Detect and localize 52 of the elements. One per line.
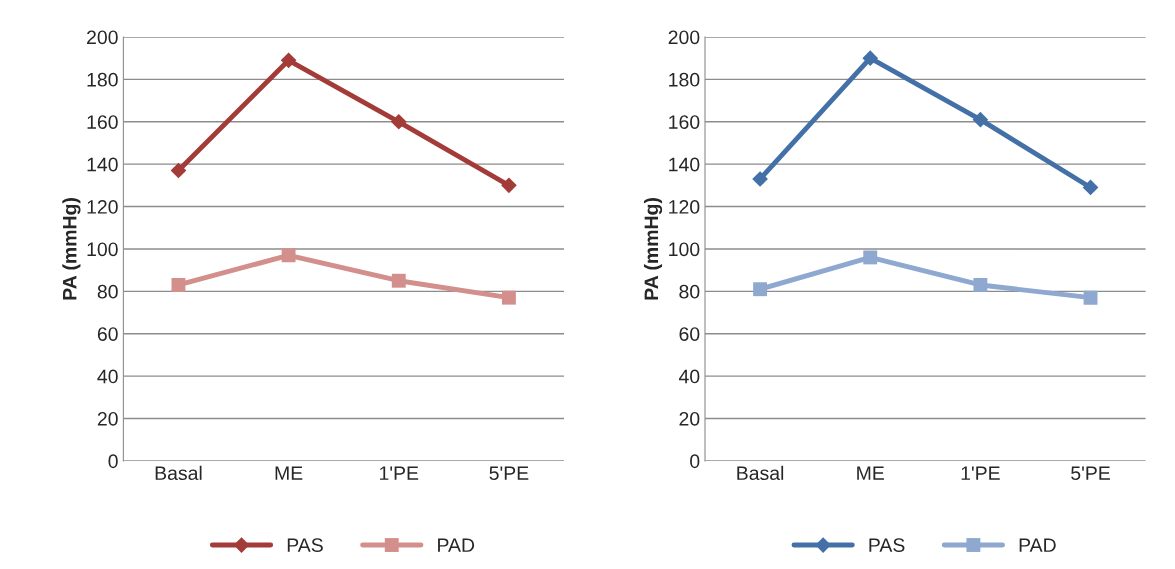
point <box>391 273 406 288</box>
legend-label: PAD <box>438 538 475 552</box>
legend-label: PAS <box>287 538 323 553</box>
y-tick-label: 100 <box>87 242 118 257</box>
y-tick-label: 180 <box>87 72 118 87</box>
y-axis-title: PA (mmHg) <box>643 198 663 300</box>
y-tick-label: 20 <box>97 411 118 426</box>
point <box>862 50 879 67</box>
y-tick-label: 40 <box>97 369 118 384</box>
y-tick-label: 200 <box>668 30 700 45</box>
x-tick-label: Basal <box>155 465 202 481</box>
point <box>501 290 516 305</box>
x-tick-label: ME <box>857 466 884 480</box>
y-tick-label: 160 <box>87 115 118 129</box>
point <box>1083 290 1098 305</box>
y-tick-label: 120 <box>87 200 118 214</box>
point <box>973 278 988 292</box>
point <box>972 111 989 128</box>
y-tick-label: 80 <box>679 284 700 299</box>
point <box>170 162 187 179</box>
y-tick-label: 0 <box>690 454 700 469</box>
x-tick-label: 1'PE <box>380 466 419 480</box>
y-tick-label: 120 <box>669 200 700 214</box>
point <box>1082 179 1099 196</box>
x-tick-label: 5'PE <box>1071 466 1110 481</box>
x-tick-label: Basal <box>737 465 784 481</box>
y-tick-label: 80 <box>97 284 118 299</box>
y-tick-label: 40 <box>678 369 700 384</box>
y-tick-label: 0 <box>108 454 118 469</box>
y-tick-label: 180 <box>669 72 700 87</box>
y-tick-label: 140 <box>87 157 118 172</box>
point <box>501 177 517 194</box>
y-tick-label: 60 <box>679 327 700 341</box>
legend-label: PAD <box>1019 538 1056 552</box>
x-tick-label: 5'PE <box>489 466 529 481</box>
x-tick-label: ME <box>275 466 303 480</box>
y-tick-label: 200 <box>87 30 118 45</box>
point <box>280 52 297 69</box>
y-tick-label: 140 <box>669 157 700 172</box>
y-tick-label: 20 <box>679 411 700 426</box>
legend-label: PAS <box>869 538 905 553</box>
y-tick-label: 160 <box>669 115 700 129</box>
point <box>281 248 296 263</box>
y-axis-title: PA (mmHg) <box>62 198 81 300</box>
point <box>863 250 878 265</box>
y-tick-label: 100 <box>669 242 700 257</box>
y-tick-label: 60 <box>97 327 118 341</box>
point <box>752 171 768 187</box>
point <box>171 278 186 292</box>
point <box>390 113 407 130</box>
point <box>753 282 768 297</box>
x-tick-label: 1'PE <box>961 466 1000 480</box>
